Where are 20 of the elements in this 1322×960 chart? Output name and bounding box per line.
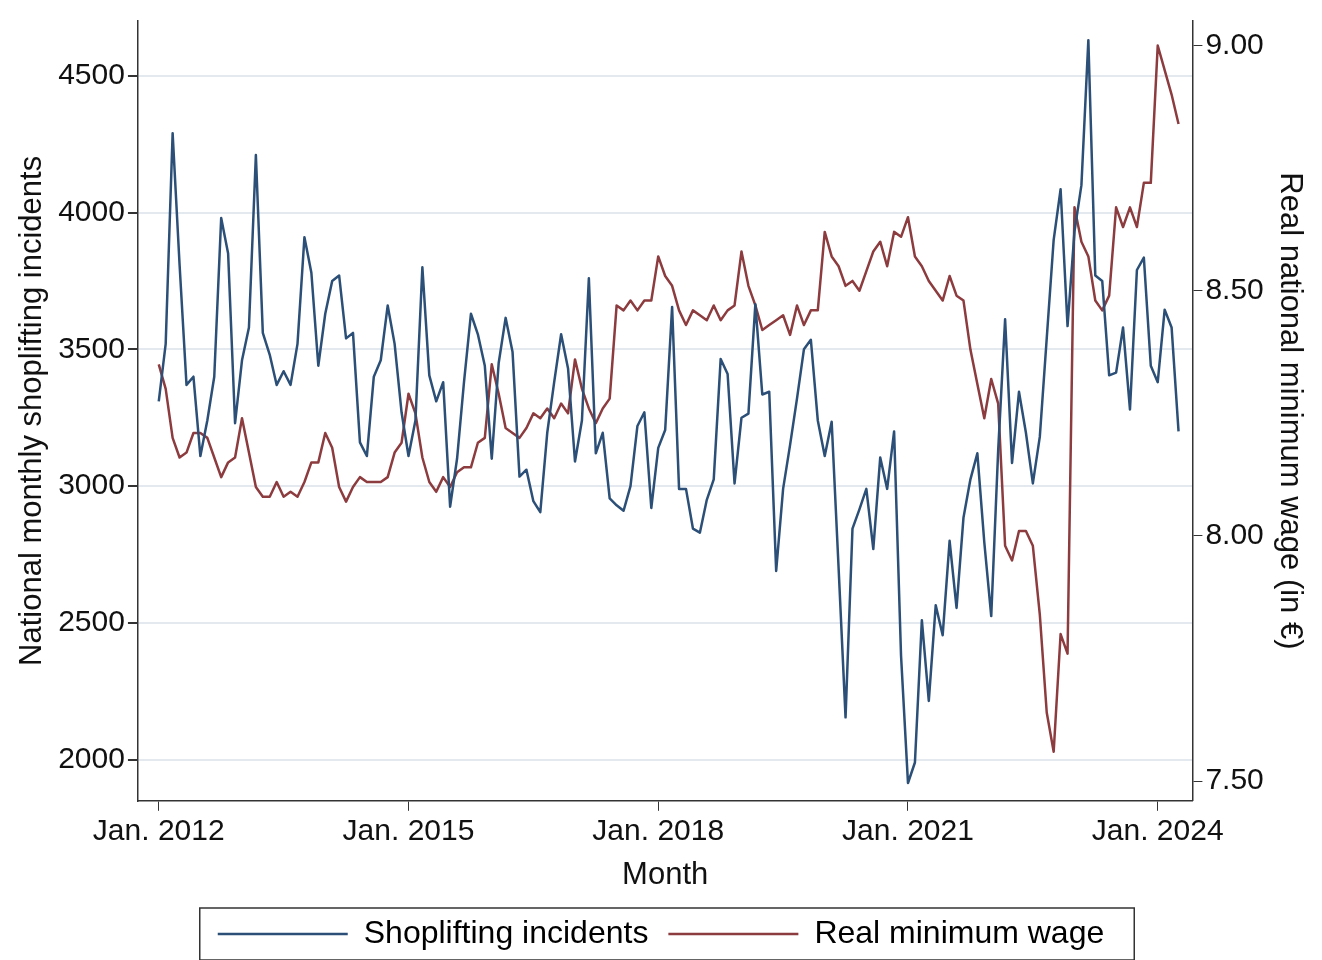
y2-tick-label: 7.50 (1205, 762, 1264, 796)
y2-axis-title: Real national minimum wage (in €) (1273, 172, 1309, 650)
x-axis-title: Month (622, 855, 709, 891)
x-tick-label: Jan. 2018 (592, 813, 725, 847)
y2-tick-label: 8.00 (1205, 517, 1264, 551)
y-axis-title: National monthly shoplifting incidents (13, 155, 49, 666)
y-tick-label: 2500 (58, 604, 125, 638)
y-tick-label: 3500 (58, 330, 125, 364)
x-tick-label: Jan. 2015 (342, 813, 475, 847)
y2-tick-label: 9.00 (1205, 26, 1264, 60)
legend-label: Shoplifting incidents (363, 913, 649, 950)
x-tick-label: Jan. 2021 (842, 813, 974, 847)
y-tick-label: 4000 (58, 193, 125, 227)
y-tick-label: 3000 (58, 467, 125, 501)
y-tick-label: 2000 (58, 741, 125, 775)
x-tick-label: Jan. 2012 (92, 813, 225, 847)
legend-label: Real minimum wage (814, 913, 1105, 950)
x-tick-label: Jan. 2024 (1091, 813, 1224, 847)
y2-tick-label: 8.50 (1205, 272, 1264, 306)
y-tick-label: 4500 (58, 56, 125, 90)
